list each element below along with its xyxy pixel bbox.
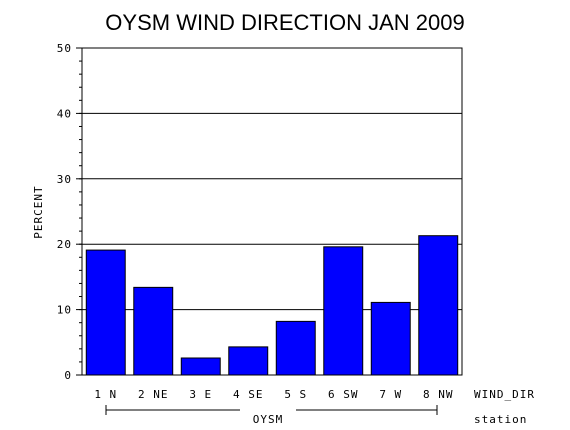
category-label: 6 SW xyxy=(328,388,359,401)
station-group-label: OYSM xyxy=(253,413,284,426)
category-label: 7 W xyxy=(379,388,402,401)
bar-3-e xyxy=(180,357,221,376)
y-tick-labels: 0 10 20 30 40 50 xyxy=(57,42,72,382)
y-tick-label: 10 xyxy=(57,304,72,317)
bar-5-s xyxy=(275,320,316,376)
bar-6-sw xyxy=(323,246,364,376)
bar-7-w xyxy=(370,301,411,376)
y-axis-label: PERCENT xyxy=(32,185,45,238)
station-bracket: OYSM xyxy=(105,403,438,426)
y-tick-label: 50 xyxy=(57,42,72,55)
plot-frame xyxy=(81,47,463,376)
station-axis-label: station xyxy=(474,413,527,426)
category-label: 3 E xyxy=(189,388,212,401)
category-label: 4 SE xyxy=(233,388,264,401)
category-label: 2 NE xyxy=(138,388,169,401)
x-axis-label: WIND_DIR xyxy=(474,388,535,401)
y-tick-label: 20 xyxy=(57,238,72,251)
bar-2-ne xyxy=(133,286,174,376)
y-tick-label: 30 xyxy=(57,173,72,186)
chart-title: OYSM WIND DIRECTION JAN 2009 xyxy=(105,10,464,35)
bar-1-n xyxy=(85,249,126,376)
bars xyxy=(85,235,459,376)
category-label: 8 NW xyxy=(423,388,454,401)
category-labels: 1 N 2 NE 3 E 4 SE 5 S 6 SW 7 W 8 NW xyxy=(94,388,454,401)
y-tick-label: 0 xyxy=(64,369,72,382)
gridlines xyxy=(82,47,462,311)
y-tick-label: 40 xyxy=(57,107,72,120)
bar-8-nw xyxy=(418,235,459,376)
category-label: 5 S xyxy=(284,388,307,401)
bar-4-se xyxy=(228,346,269,376)
category-label: 1 N xyxy=(94,388,117,401)
minor-ticks xyxy=(76,47,82,376)
